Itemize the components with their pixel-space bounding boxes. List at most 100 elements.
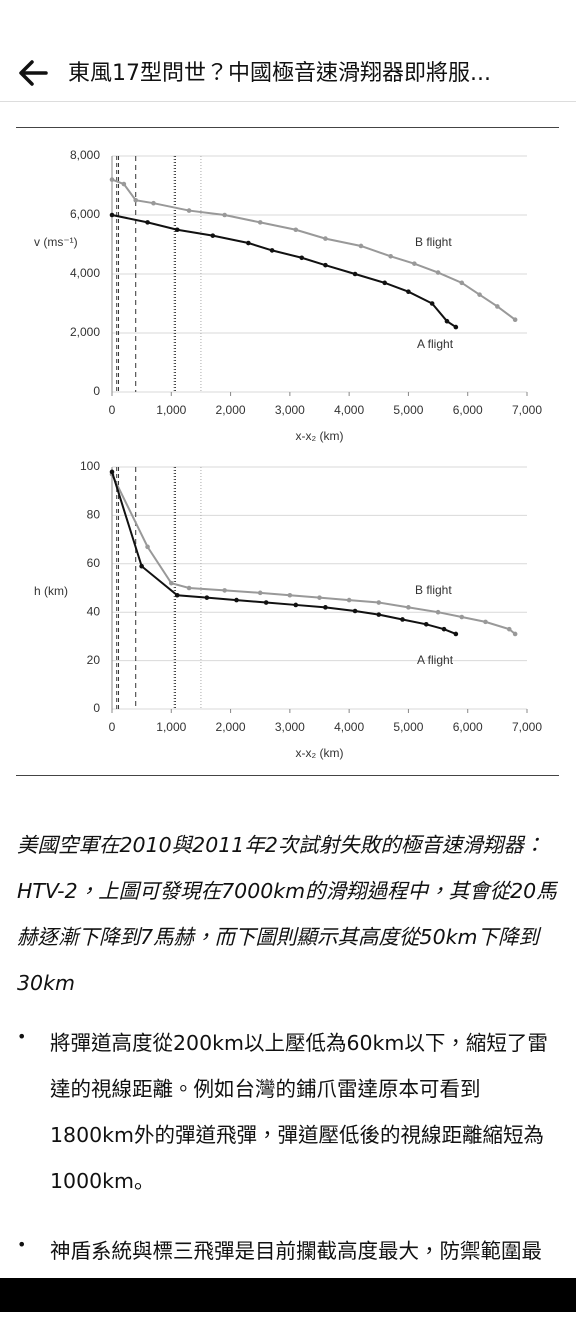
data-point <box>263 600 269 605</box>
x-tick-label: 4,000 <box>334 720 364 734</box>
data-point <box>406 289 411 294</box>
app-bar: 東風17型問世？中國極音速滑翔器即將服... <box>0 0 576 102</box>
data-point <box>299 255 305 261</box>
data-point <box>459 280 465 286</box>
data-point <box>423 622 429 627</box>
x-axis-title: x-x₂ (km) <box>296 746 344 760</box>
x-tick-label: 2,000 <box>216 403 246 417</box>
data-point <box>139 563 144 569</box>
data-point <box>174 592 180 598</box>
series-label: B flight <box>415 235 452 249</box>
data-point <box>145 544 150 550</box>
data-point <box>151 200 156 206</box>
data-point <box>109 212 115 218</box>
back-button[interactable] <box>16 56 50 90</box>
y-tick-label: 4,000 <box>70 266 100 280</box>
data-point <box>234 597 239 603</box>
data-point <box>512 631 518 637</box>
series-label: A flight <box>417 337 454 351</box>
data-point <box>412 261 417 266</box>
data-point <box>441 626 447 632</box>
data-point <box>323 605 328 610</box>
data-point <box>429 301 435 306</box>
data-point <box>512 317 518 323</box>
y-tick-label: 80 <box>87 508 101 522</box>
x-tick-label: 5,000 <box>393 403 423 417</box>
data-point <box>382 280 388 286</box>
image-top-rule <box>16 127 559 128</box>
data-point <box>358 243 364 249</box>
y-tick-label: 8,000 <box>70 148 100 162</box>
x-tick-label: 1,000 <box>156 403 186 417</box>
series-label: A flight <box>417 653 454 667</box>
data-point <box>186 208 192 213</box>
series-label: B flight <box>415 583 452 597</box>
data-point <box>406 605 411 610</box>
data-point <box>317 595 322 600</box>
data-point <box>435 609 441 615</box>
data-point <box>222 588 227 593</box>
data-point <box>168 580 174 586</box>
data-point <box>145 220 150 225</box>
y-tick-label: 100 <box>80 459 100 473</box>
data-point <box>293 227 299 233</box>
data-point <box>293 602 299 608</box>
y-tick-label: 6,000 <box>70 207 100 221</box>
data-point <box>352 608 358 614</box>
x-tick-label: 0 <box>109 720 116 734</box>
data-point <box>121 181 127 187</box>
data-point <box>506 626 512 632</box>
data-point <box>346 597 352 603</box>
data-point <box>257 590 263 596</box>
data-point <box>133 197 139 203</box>
data-point <box>257 220 263 225</box>
y-tick-label: 60 <box>87 556 101 570</box>
y-tick-label: 20 <box>87 653 101 667</box>
y-tick-label: 0 <box>93 384 100 398</box>
page: {"header": {"title": "東風17型問世？中國極音速滑翔器即將… <box>0 0 576 1312</box>
series-line <box>111 471 457 635</box>
data-point <box>495 304 500 309</box>
data-point <box>453 631 459 637</box>
x-tick-label: 4,000 <box>334 403 364 417</box>
data-point <box>376 612 382 617</box>
y-tick-label: 2,000 <box>70 325 100 339</box>
x-tick-label: 3,000 <box>275 403 305 417</box>
data-point <box>109 469 115 475</box>
data-point <box>459 614 465 620</box>
data-point <box>435 270 441 275</box>
x-tick-label: 6,000 <box>453 720 483 734</box>
series-line <box>111 473 516 635</box>
y-tick-label: 40 <box>87 604 101 618</box>
image-caption: 美國空軍在2010與2011年2次試射失敗的極音速滑翔器：HTV-2，上圖可發現… <box>17 833 557 995</box>
data-point <box>174 227 180 233</box>
x-tick-label: 7,000 <box>512 403 542 417</box>
data-point <box>269 248 275 253</box>
data-point <box>388 254 393 259</box>
page-title: 東風17型問世？中國極音速滑翔器即將服... <box>68 61 491 86</box>
data-point <box>477 292 482 297</box>
x-tick-label: 3,000 <box>275 720 305 734</box>
x-tick-label: 1,000 <box>156 720 186 734</box>
data-point <box>453 324 459 330</box>
data-point <box>376 600 382 605</box>
x-tick-label: 7,000 <box>512 720 542 734</box>
data-point <box>246 240 251 246</box>
x-axis-title: x-x₂ (km) <box>296 429 344 443</box>
data-point <box>323 262 328 268</box>
data-point <box>352 271 358 277</box>
x-tick-label: 5,000 <box>393 720 423 734</box>
y-axis-title: h (km) <box>34 584 68 598</box>
chart: 0 2,000 4,000 6,000 8,000 0 1,000 2,000 3,000 4,0… <box>34 148 542 443</box>
data-point <box>400 617 405 622</box>
data-point <box>210 233 216 238</box>
image-bottom-rule <box>16 775 559 776</box>
system-nav-bar <box>0 1278 576 1312</box>
data-point <box>222 212 227 218</box>
y-axis-title: v (ms⁻¹) <box>34 235 78 249</box>
series-line <box>111 214 457 328</box>
series-line <box>111 178 516 321</box>
x-tick-label: 2,000 <box>216 720 246 734</box>
y-tick-label: 0 <box>93 701 100 715</box>
data-point <box>444 318 450 324</box>
